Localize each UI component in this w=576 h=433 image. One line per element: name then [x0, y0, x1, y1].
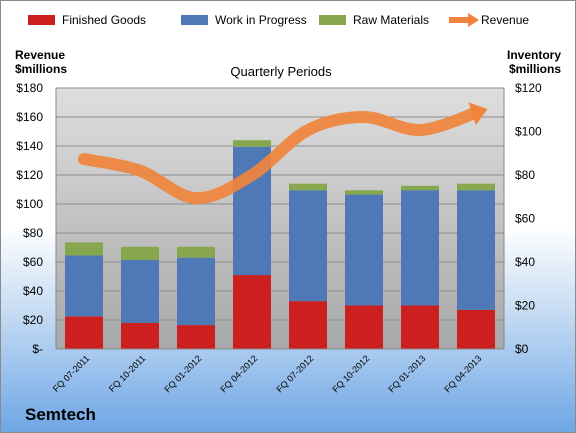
bar-raw-materials: [401, 185, 439, 191]
left-tick-label: $20: [23, 313, 43, 327]
right-tick-label: $100: [515, 125, 542, 139]
left-tick-label: $180: [16, 81, 43, 95]
company-name: Semtech: [25, 405, 96, 424]
left-axis-label-line2: $millions: [15, 62, 67, 76]
legend-label-finished-goods: Finished Goods: [62, 13, 146, 27]
right-tick-label: $20: [515, 299, 535, 313]
x-tick-label: FQ 10-2012: [330, 353, 371, 394]
right-tick-label: $60: [515, 212, 535, 226]
x-tick-label: FQ 01-2013: [386, 353, 427, 394]
legend-swatch-finished-goods: [28, 15, 55, 25]
legend-swatch-raw-materials: [319, 15, 346, 25]
right-tick-label: $80: [515, 168, 535, 182]
bar-raw-materials: [457, 183, 495, 191]
revenue-line-path: [78, 106, 482, 205]
revenue-line: [78, 102, 488, 205]
x-tick-label: FQ 10-2011: [107, 353, 148, 394]
left-tick-label: $120: [16, 168, 43, 182]
left-tick-label: $80: [23, 226, 43, 240]
bar-finished-goods: [457, 309, 495, 349]
left-tick-label: $60: [23, 255, 43, 269]
bar-raw-materials: [345, 190, 383, 195]
left-tick-label: $140: [16, 139, 43, 153]
right-tick-label: $120: [515, 81, 542, 95]
bar-work-in-progress: [457, 190, 495, 310]
bar-raw-materials: [177, 246, 215, 258]
x-tick-label: FQ 04-2012: [218, 353, 259, 394]
bar-finished-goods: [401, 305, 439, 349]
x-tick-label: FQ 04-2013: [442, 353, 483, 394]
bar-raw-materials: [233, 140, 271, 147]
legend: Finished Goods Work in Progress Raw Materi…: [28, 13, 529, 27]
bars: [65, 140, 495, 349]
chart-title: Quarterly Periods: [230, 64, 332, 79]
right-axis-label-line1: Inventory: [507, 48, 561, 62]
left-tick-label: $40: [23, 284, 43, 298]
bar-work-in-progress: [289, 190, 327, 302]
bar-finished-goods: [345, 305, 383, 349]
x-axis-labels: FQ 07-2011 FQ 10-2011 FQ 01-2012 FQ 04-2012…: [51, 353, 484, 394]
bar-finished-goods: [177, 325, 215, 349]
bar-work-in-progress: [65, 255, 103, 317]
left-tick-label: $-: [32, 342, 43, 356]
left-tick-label: $100: [16, 197, 43, 211]
legend-arrow: [468, 13, 479, 27]
bar-work-in-progress: [345, 194, 383, 306]
right-tick-label: $40: [515, 255, 535, 269]
bar-finished-goods: [289, 301, 327, 349]
bar-work-in-progress: [121, 259, 159, 323]
x-tick-label: FQ 07-2011: [51, 353, 92, 394]
bar-work-in-progress: [401, 190, 439, 306]
revenue-arrow-head: [468, 102, 488, 126]
legend-swatch-work-in-progress: [181, 15, 208, 25]
x-tick-label: FQ 01-2012: [162, 353, 203, 394]
legend-label-work-in-progress: Work in Progress: [215, 13, 307, 27]
left-tick-label: $160: [16, 110, 43, 124]
legend-label-raw-materials: Raw Materials: [353, 13, 429, 27]
right-tick-label: $0: [515, 342, 529, 356]
x-tick-label: FQ 07-2012: [274, 353, 315, 394]
bar-work-in-progress: [177, 257, 215, 326]
bar-finished-goods: [121, 322, 159, 349]
bar-raw-materials: [65, 242, 103, 256]
bar-raw-materials: [289, 183, 327, 191]
bar-finished-goods: [233, 275, 271, 349]
axes: $- $20 $40 $60 $80 $100 $120 $140 $160 $180 $0 $20 $…: [16, 81, 542, 356]
left-axis-label-line1: Revenue: [15, 48, 65, 62]
right-axis-label-line2: $millions: [509, 62, 561, 76]
bar-finished-goods: [65, 316, 103, 349]
legend-label-revenue: Revenue: [481, 13, 529, 27]
bar-raw-materials: [121, 246, 159, 260]
